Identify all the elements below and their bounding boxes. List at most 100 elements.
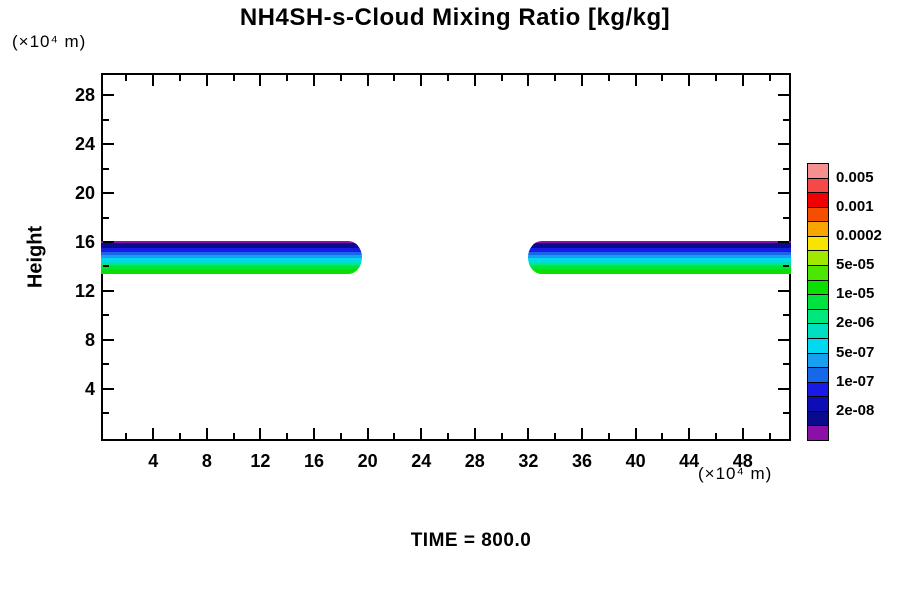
x-axis-major-tick	[580, 428, 583, 439]
x-axis-minor-tick	[447, 75, 449, 81]
colorbar-label: 5e-07	[836, 343, 875, 361]
x-axis-major-tick	[152, 428, 155, 439]
x-axis-minor-tick	[768, 75, 771, 81]
x-axis-tick-label: 40	[625, 451, 646, 471]
colorbar-segment	[807, 425, 829, 441]
y-axis-minor-tick	[783, 216, 789, 219]
x-axis-tick-label: 48	[732, 451, 753, 471]
colorbar-segment	[807, 178, 829, 193]
y-axis-minor-tick	[103, 314, 109, 317]
y-axis-tick-label: 20	[74, 183, 95, 203]
y-axis-minor-tick	[783, 412, 789, 415]
x-axis-tick-label: 28	[464, 451, 485, 471]
y-axis-minor-tick	[103, 118, 109, 121]
x-axis-major-tick	[152, 75, 155, 86]
x-axis-minor-tick	[607, 433, 610, 439]
x-axis-major-tick	[741, 428, 744, 439]
colorbar-segment	[807, 192, 829, 208]
colorbar-segment	[807, 309, 829, 324]
x-axis-minor-tick	[607, 75, 610, 81]
x-axis-minor-tick	[768, 433, 771, 439]
x-axis-tick-label: 24	[411, 451, 432, 471]
colorbar-segment	[807, 236, 829, 251]
left-cloud-band	[101, 240, 363, 275]
colorbar-segment	[807, 280, 829, 295]
x-axis-minor-tick	[661, 433, 664, 439]
y-axis-minor-tick	[103, 412, 109, 415]
x-axis-minor-tick	[125, 433, 128, 439]
x-axis-major-tick	[420, 75, 423, 86]
colorbar-segment	[807, 207, 829, 222]
y-axis-major-tick	[778, 387, 789, 390]
y-axis-major-tick	[778, 143, 789, 146]
chart-title: NH4SH-s-Cloud Mixing Ratio [kg/kg]	[239, 4, 671, 31]
colorbar-segment	[807, 367, 829, 383]
y-axis-title: Height	[24, 225, 47, 289]
x-axis-major-tick	[366, 428, 369, 439]
x-axis-major-tick	[473, 428, 476, 439]
y-axis-major-tick	[778, 192, 789, 194]
colorbar-segment	[807, 338, 829, 354]
colorbar-segment	[807, 382, 829, 397]
x-axis-major-tick	[313, 75, 316, 86]
x-axis-major-tick	[527, 428, 530, 439]
x-axis-minor-tick	[125, 75, 128, 81]
y-axis-tick-label: 24	[74, 134, 95, 155]
y-axis-major-tick	[103, 240, 114, 243]
y-axis-minor-tick	[103, 216, 109, 219]
colorbar-segment	[807, 396, 829, 412]
x-axis-major-tick	[313, 428, 316, 439]
y-axis-minor-tick	[783, 265, 789, 268]
x-axis-tick-label: 4	[148, 451, 159, 471]
colorbar-label: 1e-07	[836, 372, 875, 390]
y-axis-minor-tick	[103, 265, 109, 268]
colorbar-segment	[807, 353, 829, 368]
right-cloud-band	[528, 240, 791, 275]
colorbar-label: 0.005	[836, 168, 874, 186]
y-axis-tick-label: 4	[84, 378, 95, 399]
x-axis-minor-tick	[339, 433, 342, 439]
colorbar-segment	[807, 294, 829, 310]
y-axis-unit-label: (×10⁴ m)	[12, 32, 87, 51]
colorbar-segment	[807, 163, 829, 179]
colorbar-label: 5e-05	[836, 256, 875, 274]
x-axis-minor-tick	[500, 75, 503, 81]
x-axis-minor-tick	[554, 75, 557, 81]
x-axis-major-tick	[205, 75, 208, 86]
y-axis-minor-tick	[103, 363, 109, 366]
x-axis-major-tick	[688, 75, 691, 86]
x-axis-minor-tick	[179, 433, 182, 439]
x-axis-minor-tick	[500, 433, 503, 439]
colorbar-segment	[807, 323, 829, 339]
x-axis-major-tick	[634, 428, 637, 439]
x-axis-major-tick	[741, 75, 744, 86]
x-axis-major-tick	[366, 75, 369, 86]
x-axis-tick-label: 12	[250, 451, 271, 471]
y-axis-major-tick	[103, 94, 114, 97]
y-axis-major-tick	[103, 289, 114, 292]
x-axis-major-tick	[259, 75, 262, 86]
x-axis-minor-tick	[661, 75, 664, 81]
colorbar-label: 2e-06	[836, 314, 875, 332]
x-axis-major-tick	[634, 75, 637, 86]
x-axis-tick-label: 36	[571, 451, 592, 471]
x-axis-tick-label: 32	[518, 451, 539, 471]
x-axis-minor-tick	[286, 75, 289, 81]
y-axis-tick-label: 8	[84, 329, 95, 350]
y-axis-major-tick	[778, 289, 789, 292]
x-axis-major-tick	[205, 428, 208, 439]
y-axis-major-tick	[103, 338, 114, 341]
x-axis-tick-label: 20	[357, 451, 378, 471]
colorbar-label: 2e-08	[836, 401, 875, 419]
x-axis-tick-label: 8	[201, 451, 212, 471]
x-axis-unit-label: (×10⁴ m)	[698, 464, 773, 483]
x-axis-major-tick	[527, 75, 530, 86]
x-axis-major-tick	[259, 428, 262, 439]
x-axis-minor-tick	[286, 433, 289, 439]
colorbar-label: 0.0002	[836, 226, 882, 244]
y-axis-major-tick	[103, 192, 114, 194]
y-axis-minor-tick	[103, 167, 109, 170]
colorbar-segment	[807, 250, 829, 266]
colorbar	[807, 163, 829, 441]
y-axis-minor-tick	[783, 314, 789, 317]
